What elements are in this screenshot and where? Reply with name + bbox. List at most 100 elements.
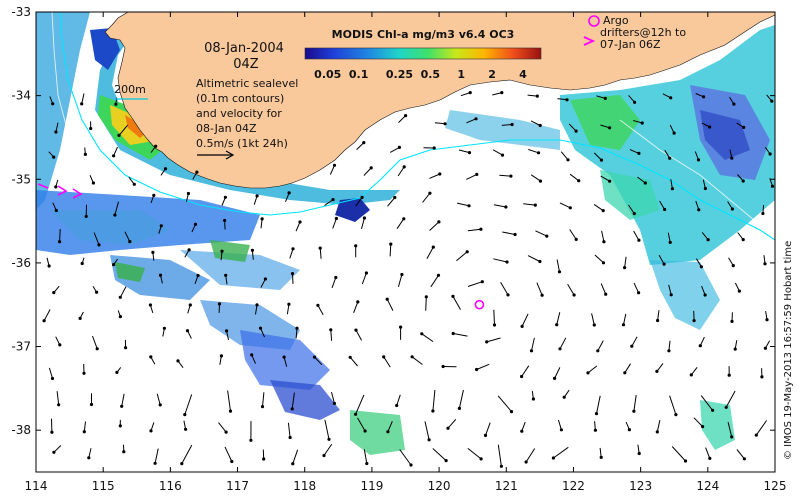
velocity-arrow-head — [500, 91, 503, 94]
velocity-arrow-head — [333, 164, 336, 167]
velocity-arrow-head — [708, 457, 711, 460]
velocity-arrow-head — [113, 213, 116, 216]
velocity-arrow-head — [224, 274, 227, 277]
velocity-arrow — [390, 244, 391, 256]
velocity-arrow-head — [539, 180, 542, 183]
velocity-arrow-head — [623, 371, 626, 374]
velocity-arrow-head — [287, 303, 290, 306]
lon-tick-label: 115 — [92, 479, 115, 493]
velocity-arrow-head — [699, 344, 702, 347]
velocity-arrow-head — [693, 319, 696, 322]
velocity-arrow-head — [220, 250, 223, 253]
velocity-arrow-head — [669, 241, 672, 244]
velocity-arrow-head — [637, 291, 640, 294]
velocity-arrow-head — [743, 457, 746, 460]
velocity-arrow-head — [289, 436, 292, 439]
velocity-arrow-head — [283, 356, 286, 359]
velocity-arrow-head — [184, 428, 187, 431]
velocity-arrow-head — [112, 154, 115, 157]
velocity-arrow-head — [704, 187, 707, 190]
velocity-arrow-head — [771, 185, 774, 188]
velocity-arrow-head — [446, 427, 449, 430]
velocity-arrow-head — [187, 192, 190, 195]
velocity-arrow-head — [569, 206, 572, 209]
velocity-arrow-head — [633, 101, 636, 104]
velocity-arrow-head — [428, 192, 431, 195]
velocity-arrow-head — [194, 223, 197, 226]
velocity-arrow-head — [656, 430, 659, 433]
velocity-arrow-head — [655, 370, 658, 373]
velocity-arrow-head — [90, 403, 93, 406]
altimetry-line-4: 08-Jan 04Z — [196, 122, 257, 135]
velocity-arrow-head — [530, 349, 533, 352]
velocity-arrow-head — [558, 270, 561, 273]
velocity-arrow-head — [704, 293, 707, 296]
velocity-arrow-head — [514, 233, 517, 236]
velocity-arrow-head — [220, 354, 223, 357]
velocity-arrow-head — [521, 325, 524, 328]
velocity-arrow-head — [505, 260, 508, 263]
velocity-arrow-head — [251, 249, 254, 252]
velocity-arrow-head — [51, 377, 54, 380]
velocity-arrow-head — [58, 343, 61, 346]
velocity-arrow-head — [349, 356, 352, 359]
velocity-arrow-head — [264, 277, 267, 280]
lat-tick-label: -36 — [11, 256, 31, 270]
velocity-arrow-head — [604, 293, 607, 296]
velocity-arrow-head — [510, 410, 513, 413]
velocity-arrow-head — [595, 412, 598, 415]
velocity-arrow-head — [428, 438, 431, 441]
velocity-arrow-head — [313, 356, 316, 359]
velocity-arrow-head — [225, 329, 228, 332]
velocity-arrow-head — [506, 293, 509, 296]
velocity-arrow-head — [223, 219, 226, 222]
scale-label: 0.5m/s (1kt 24h) — [196, 137, 288, 150]
velocity-arrow-head — [112, 263, 115, 266]
velocity-arrow-head — [160, 224, 163, 227]
velocity-arrow-head — [669, 96, 672, 99]
velocity-arrow-head — [602, 209, 605, 212]
velocity-arrow-head — [600, 159, 603, 162]
velocity-arrow-head — [262, 457, 265, 460]
argo-legend-line-3: 07-Jan 06Z — [600, 38, 661, 51]
velocity-arrow-head — [475, 368, 478, 371]
velocity-arrow-head — [124, 346, 127, 349]
velocity-arrow-head — [399, 326, 402, 329]
velocity-arrow-head — [668, 157, 671, 160]
velocity-arrow-head — [80, 102, 83, 105]
velocity-arrow-head — [438, 172, 441, 175]
velocity-arrow-head — [458, 407, 461, 410]
velocity-arrow-head — [480, 457, 483, 460]
velocity-arrow-head — [663, 208, 666, 211]
velocity-arrow-head — [764, 347, 767, 350]
velocity-arrow-head — [604, 97, 607, 100]
lon-tick-label: 120 — [428, 479, 451, 493]
velocity-arrow-head — [58, 240, 61, 243]
velocity-arrow-head — [431, 409, 434, 412]
velocity-arrow-head — [322, 454, 325, 457]
velocity-arrow-head — [54, 130, 57, 133]
velocity-arrow-head — [52, 291, 55, 294]
colorbar-label: 0.5 — [421, 68, 441, 81]
velocity-arrow-head — [690, 373, 693, 376]
velocity-arrow-head — [154, 462, 157, 465]
velocity-arrow-head — [484, 434, 487, 437]
velocity-arrow-head — [117, 134, 120, 137]
velocity-arrow-head — [54, 185, 57, 188]
velocity-arrow-head — [500, 465, 503, 468]
velocity-arrow-head — [707, 238, 710, 241]
velocity-arrow-head — [398, 146, 401, 149]
velocity-arrow-head — [504, 205, 507, 208]
velocity-arrow-head — [256, 194, 259, 197]
velocity-arrow-head — [230, 460, 233, 463]
velocity-arrow-head — [334, 276, 337, 279]
velocity-arrow-head — [674, 413, 677, 416]
velocity-arrow-head — [608, 180, 611, 183]
velocity-arrow-head — [711, 409, 714, 412]
velocity-arrow-head — [356, 300, 359, 303]
velocity-arrow-head — [92, 181, 95, 184]
velocity-arrow-head — [152, 194, 155, 197]
velocity-arrow-head — [354, 329, 357, 332]
velocity-arrow-head — [365, 271, 368, 274]
velocity-arrow-head — [742, 238, 745, 241]
